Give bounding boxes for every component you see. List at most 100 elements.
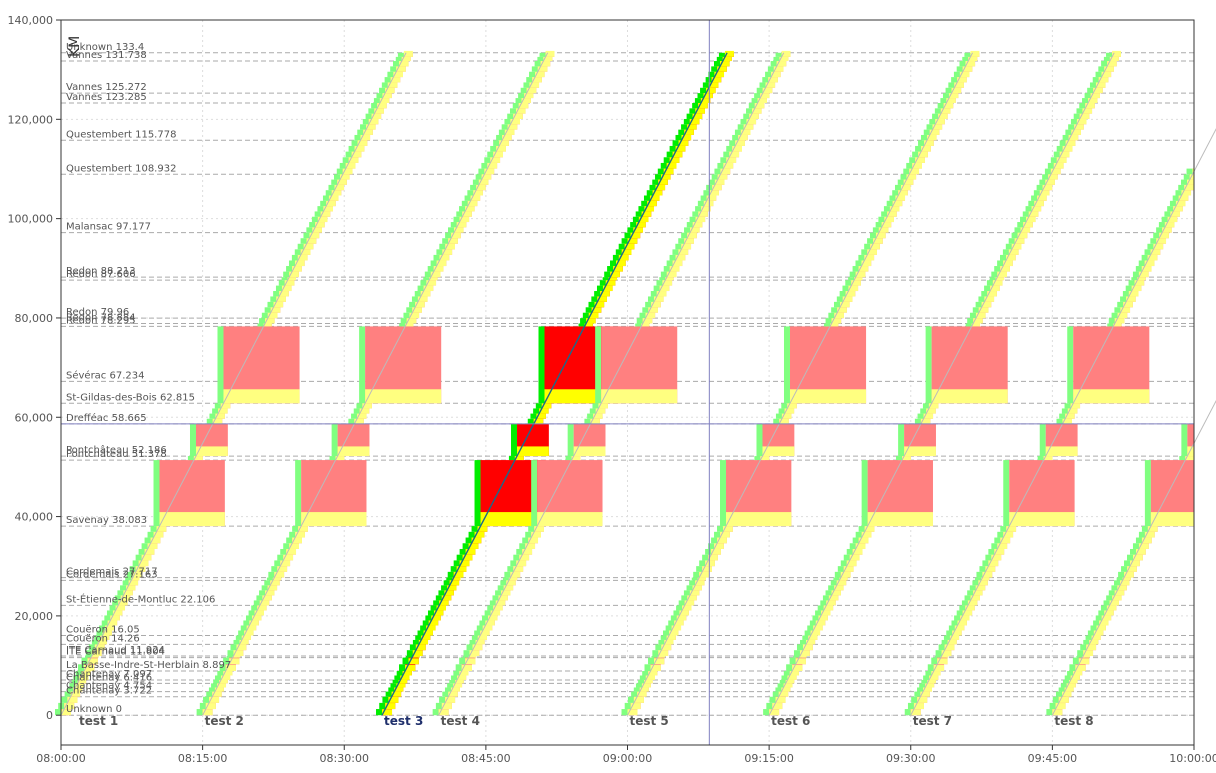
release-block	[428, 619, 439, 626]
release-block	[648, 669, 658, 676]
release-block	[837, 306, 847, 313]
approach-block	[291, 254, 298, 261]
approach-block	[917, 413, 924, 419]
approach-block	[700, 87, 707, 94]
approach-block	[379, 87, 386, 94]
approach-block	[484, 610, 491, 616]
train-run-test-1[interactable]	[55, 50, 413, 716]
approach-block	[961, 600, 968, 606]
release-block	[658, 178, 668, 185]
approach-block	[417, 285, 424, 292]
y-tick-label: 140,000	[8, 14, 54, 27]
axes: 08:00:00 08:15:00 08:30:00 08:45:00 09:00:00…	[8, 14, 1216, 765]
approach-block	[920, 408, 927, 414]
approach-block	[1067, 326, 1074, 404]
approach-block	[800, 639, 807, 645]
series-label[interactable]: test 3	[384, 714, 423, 728]
release-block	[627, 709, 638, 716]
series-label[interactable]: test 1	[79, 714, 118, 728]
train-run-test-8[interactable]	[1046, 423, 1194, 716]
train-run-test-4[interactable]	[432, 50, 791, 716]
release-block	[821, 609, 831, 616]
release-block	[1075, 665, 1086, 672]
approach-block	[921, 679, 928, 684]
approach-block	[261, 585, 268, 591]
series-label[interactable]: test 7	[913, 714, 952, 728]
station-label: Redon 78.884	[66, 312, 136, 323]
approach-block	[251, 605, 258, 611]
release-block	[1039, 189, 1050, 196]
release-block	[354, 145, 365, 152]
release-block	[781, 685, 791, 692]
release-block	[516, 560, 527, 567]
release-block	[312, 226, 322, 233]
series-label[interactable]: test 2	[205, 714, 244, 728]
approach-block	[833, 301, 840, 308]
station-label: Vannes 125.272	[66, 82, 147, 93]
release-block	[465, 658, 476, 665]
release-block	[217, 681, 227, 688]
approach-block	[427, 266, 434, 272]
approach-block	[362, 118, 369, 125]
approach-block	[702, 554, 709, 561]
approach-block	[652, 650, 659, 656]
release-block	[449, 579, 460, 586]
release-block	[1175, 200, 1186, 207]
series-label[interactable]: test 8	[1054, 714, 1093, 728]
train-run-test-6[interactable]	[763, 50, 1121, 716]
approach-block	[711, 537, 718, 544]
series-label[interactable]: test 5	[630, 714, 669, 728]
approach-block	[714, 531, 721, 538]
station-label: Pontchâteau 52.186	[66, 444, 167, 456]
release-block	[698, 102, 708, 109]
release-block	[649, 194, 660, 201]
approach-block	[1017, 222, 1024, 228]
release-block	[639, 685, 649, 692]
release-block	[959, 71, 970, 78]
approach-block	[1114, 580, 1121, 586]
release-block	[1134, 279, 1145, 286]
release-block	[717, 65, 727, 72]
release-block	[357, 412, 367, 419]
approach-block	[956, 66, 963, 72]
release-block	[613, 265, 623, 272]
release-block	[286, 548, 297, 555]
release-block	[701, 205, 711, 212]
approach-block	[889, 195, 896, 201]
release-block	[1095, 81, 1106, 88]
series-label[interactable]: test 6	[771, 714, 810, 728]
release-block	[735, 139, 745, 146]
release-block	[342, 168, 353, 175]
train-run-test-2[interactable]	[196, 50, 555, 716]
release-block	[421, 633, 431, 640]
train-blocks[interactable]	[55, 50, 1194, 716]
approach-block	[783, 326, 790, 404]
release-block	[938, 112, 948, 119]
approach-block	[589, 408, 596, 414]
approach-block	[403, 312, 410, 319]
release-block	[1091, 633, 1101, 640]
release-block	[957, 76, 967, 83]
approach-block	[658, 639, 665, 645]
release-block	[842, 295, 853, 302]
approach-block	[1132, 271, 1139, 278]
release-block	[1064, 685, 1074, 692]
approach-block	[923, 675, 930, 680]
series-label[interactable]: test 4	[441, 714, 480, 728]
approach-block	[1049, 702, 1056, 710]
approach-block	[1076, 655, 1083, 658]
release-block	[223, 389, 300, 404]
approach-block	[475, 174, 482, 180]
train-run-test-7[interactable]	[904, 168, 1194, 716]
series-labels[interactable]: test 1 test 2 test 3 test 4 test 5 test 6 test…	[79, 714, 1094, 728]
release-block	[851, 279, 861, 286]
approach-block	[595, 326, 602, 404]
release-block	[303, 243, 314, 250]
release-block	[61, 709, 72, 716]
approach-block	[669, 145, 676, 152]
train-run-test-5[interactable]	[621, 50, 980, 716]
approach-block	[1158, 222, 1165, 228]
release-block	[357, 139, 368, 146]
